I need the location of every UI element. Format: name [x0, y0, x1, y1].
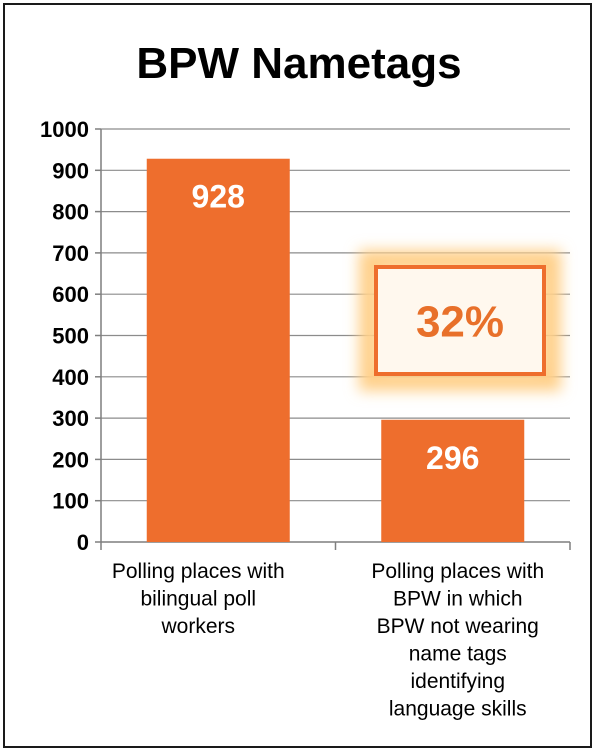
bar-data-label: 928 [192, 179, 245, 215]
x-category-label: Polling places with [112, 560, 285, 583]
x-category-label: name tags [409, 643, 507, 666]
y-tick-label: 400 [52, 365, 89, 390]
callout-percent-label: 32% [416, 298, 504, 347]
y-tick-label: 1000 [40, 117, 89, 142]
y-tick-label: 0 [77, 530, 89, 555]
y-tick-label: 800 [52, 200, 89, 225]
y-tick-label: 900 [52, 158, 89, 183]
y-tick-label: 200 [52, 447, 89, 472]
x-category-label: bilingual poll [140, 588, 256, 611]
x-category-label: Polling places with [371, 560, 544, 583]
bar-data-label: 296 [426, 440, 479, 476]
x-category-label: BPW in which [393, 588, 523, 611]
y-tick-label: 100 [52, 489, 89, 514]
y-tick-label: 700 [52, 241, 89, 266]
x-category-label: language skills [389, 698, 527, 721]
chart-frame: BPW Nametags 928 296 0 100 200 300 400 500 600 7… [3, 3, 592, 748]
bar-chart: BPW Nametags 928 296 0 100 200 300 400 500 600 7… [5, 5, 594, 750]
y-tick-label: 500 [52, 324, 89, 349]
x-category-label: workers [160, 615, 235, 638]
bar-2 [381, 420, 524, 542]
x-category-label: BPW not wearing [377, 615, 539, 638]
bar-1 [147, 159, 290, 542]
x-category-label: identifying [410, 670, 505, 693]
y-tick-label: 600 [52, 282, 89, 307]
chart-title: BPW Nametags [136, 39, 461, 88]
y-tick-label: 300 [52, 406, 89, 431]
